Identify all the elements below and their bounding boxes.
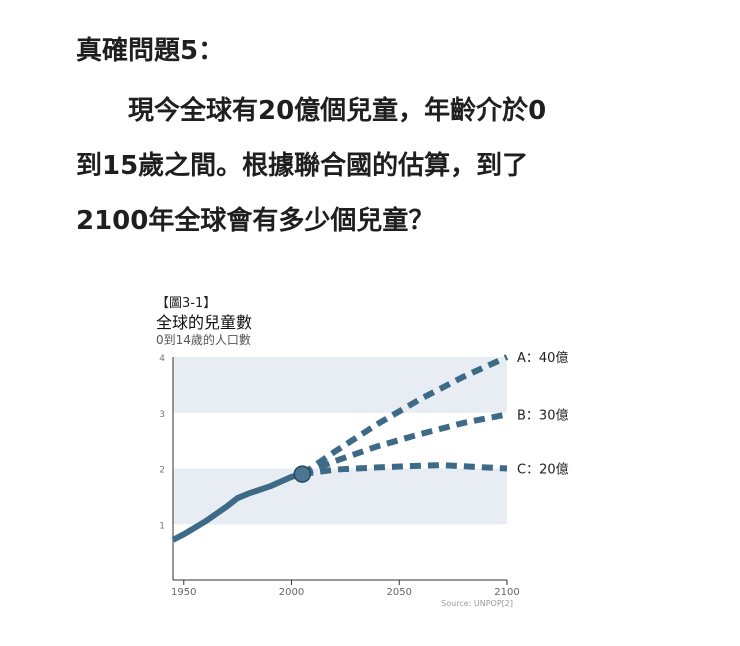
plot-band-0: [173, 468, 507, 525]
y-tick-label: 4: [159, 354, 165, 364]
series-label-a: A：40億: [517, 350, 568, 366]
historical-line: [171, 471, 304, 543]
figure-title: 全球的兒童數: [156, 313, 253, 332]
x-tick-label: 2050: [387, 587, 412, 598]
x-tick-label: 2000: [279, 587, 304, 598]
x-tick-label: 2100: [494, 587, 519, 598]
question-line-1: 現今全球有20億個兒童，年齡介於0: [76, 96, 547, 126]
projection-line-b: [301, 411, 508, 477]
y-tick-label: 1: [159, 521, 165, 531]
series-label-c: C：20億: [517, 462, 569, 478]
y-tick-label: 3: [159, 410, 165, 420]
series-label-b: B：30億: [517, 407, 568, 423]
figure-subtitle: 0到14歲的人口數: [156, 333, 251, 347]
y-tick-label: 2: [159, 466, 165, 476]
plot-band-1: [173, 357, 507, 413]
source-note: Source: UNPOP[2]: [441, 599, 513, 608]
figure-label: 【圖3-1】: [156, 296, 217, 311]
question-line-2: 到15歲之間。根據聯合國的估算，到了: [76, 151, 529, 181]
current-year-marker: [293, 465, 312, 483]
x-tick-label: 1950: [171, 587, 196, 598]
projection-line-c: [301, 462, 508, 478]
projection-line-a: [300, 354, 509, 477]
question-title: 真確問題5：: [76, 36, 225, 66]
question-line-3: 2100年全球會有多少個兒童？: [76, 206, 435, 236]
